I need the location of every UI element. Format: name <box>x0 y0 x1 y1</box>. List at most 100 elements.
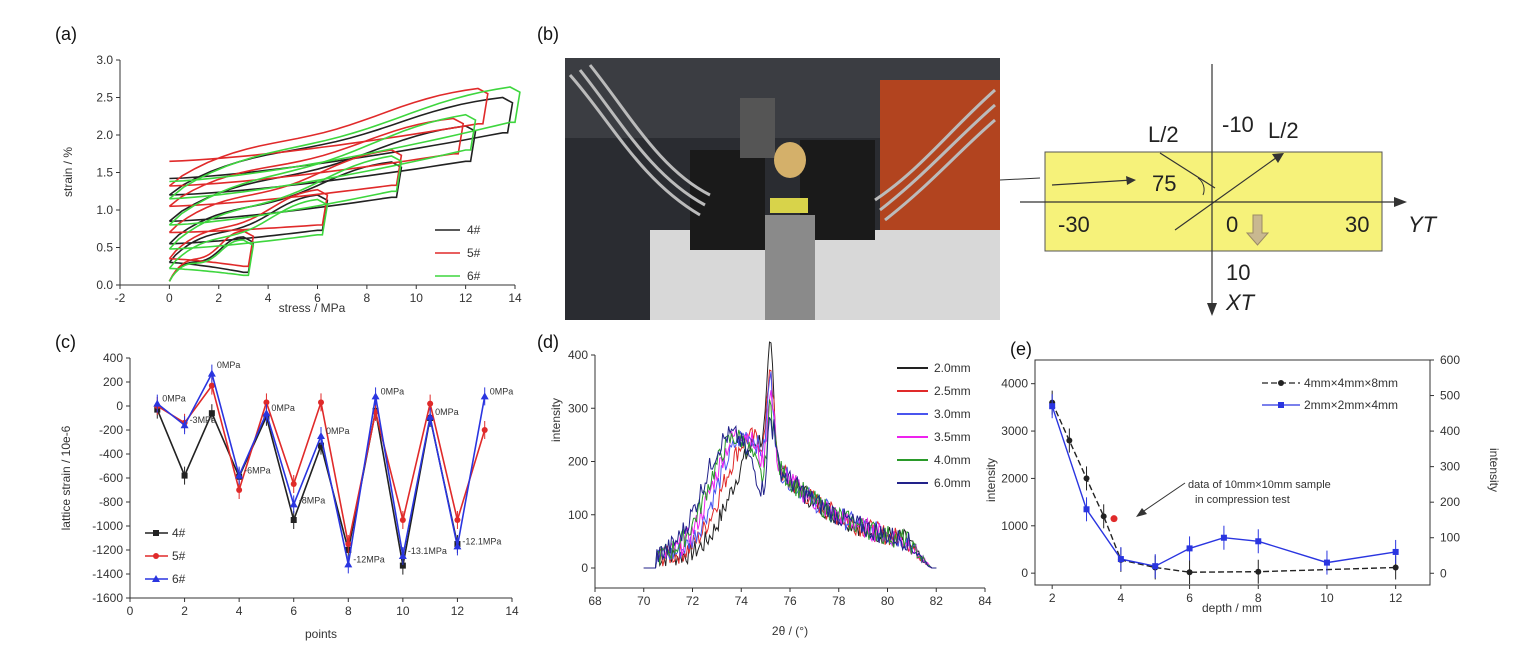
y-tick-label: 0 <box>116 399 123 413</box>
stress-annotation: 0MPa <box>217 360 241 370</box>
chart-a: -2 0 2 4 6 8 10 12 14 0.0 0.5 1.0 1.5 2.0 2.5 3.0 stre… <box>61 53 522 315</box>
x-tick-label: 8 <box>1255 591 1262 605</box>
data-point <box>454 517 461 523</box>
legend-label-5: 5# <box>467 246 481 260</box>
series-line-4.0mm <box>643 399 937 569</box>
y2-tick-label: 600 <box>1440 353 1460 367</box>
y-tick-label: -800 <box>99 495 123 509</box>
y-tick-label: 3000 <box>1001 424 1028 438</box>
legend-label: 3.0mm <box>934 407 971 421</box>
x-tick-label: 72 <box>686 594 700 608</box>
panel-label-e: (e) <box>1010 339 1032 359</box>
loop-4# <box>168 96 514 196</box>
legend-d: 2.0mm 2.5mm 3.0mm 3.5mm 4.0mm 6.0mm <box>897 361 971 490</box>
data-point <box>481 427 488 433</box>
y-tick-label: 200 <box>568 455 588 469</box>
data-point <box>480 392 489 400</box>
y2-tick-label: 200 <box>1440 495 1460 509</box>
lattice-strain-series <box>153 364 489 575</box>
x-tick-label: 6 <box>290 604 297 618</box>
data-point <box>290 517 297 523</box>
photo-collimator <box>740 98 775 158</box>
x-ticks-e: 2 4 6 8 10 12 <box>1049 585 1403 605</box>
x-tick-label: 84 <box>978 594 992 608</box>
stress-annotations: 0MPa -3MPa 0MPa -6MPa 0MPa -8MPa 0MPa -12MPa 0MP… <box>162 360 513 564</box>
x-tick-label: 74 <box>735 594 749 608</box>
data-point <box>398 552 407 559</box>
stress-annotation: -3MPa <box>190 415 217 425</box>
data-point <box>263 399 270 406</box>
label-l2-left: L/2 <box>1148 122 1179 147</box>
x-tick-label: -2 <box>115 291 126 305</box>
data-point <box>453 542 462 550</box>
y2-tick-label: 100 <box>1440 531 1460 545</box>
y-tick-label: 0 <box>581 561 588 575</box>
y2-tick-label: 400 <box>1440 424 1460 438</box>
x-tick-label: 14 <box>505 604 519 618</box>
chart-c: 0 2 4 6 8 10 12 14 -1600 -1400 -1200 -1000 -800 -600… <box>59 351 519 641</box>
panel-label-c: (c) <box>55 332 76 352</box>
y-tick-label: 1.0 <box>96 203 113 217</box>
y-tick-label: 2.5 <box>96 91 113 105</box>
label-yt: YT <box>1408 212 1438 237</box>
x-ticks-a: -2 0 2 4 6 8 10 12 14 <box>115 285 522 305</box>
incident-beam-arrow-icon <box>1126 176 1136 185</box>
y-axis-label-d: intensity <box>549 398 563 442</box>
data-point <box>1083 475 1090 482</box>
data-point <box>399 517 406 523</box>
series-line-4# <box>156 409 459 566</box>
data-point <box>1323 559 1330 566</box>
data-point <box>207 369 216 377</box>
y-tick-label: 1000 <box>1001 519 1028 533</box>
data-point <box>180 421 189 429</box>
y-axis-label-e: intensity <box>984 458 998 502</box>
photo-detector-left <box>690 150 765 250</box>
y-tick-label: 400 <box>568 348 588 362</box>
label-l2-right: L/2 <box>1268 118 1299 143</box>
loop-5# <box>168 149 403 234</box>
y2-tick-label: 300 <box>1440 460 1460 474</box>
y-tick-label: 0.5 <box>96 241 113 255</box>
legend-label-6: 6# <box>467 269 481 283</box>
y-ticks-d: 0 100 200 300 400 <box>568 348 595 575</box>
down-arrow-icon <box>1245 214 1270 246</box>
label-bottom: 10 <box>1226 260 1250 285</box>
legend-label: 6.0mm <box>934 476 971 490</box>
label-right: 30 <box>1345 212 1369 237</box>
beam-right-arrow-icon <box>1272 153 1284 163</box>
label-center: 0 <box>1226 212 1238 237</box>
x-tick-label: 78 <box>832 594 846 608</box>
x-tick-label: 70 <box>637 594 651 608</box>
y2-tick-label: 500 <box>1440 389 1460 403</box>
data-point <box>1049 403 1056 410</box>
y-tick-label: 2.0 <box>96 128 113 142</box>
x-ticks-c: 0 2 4 6 8 10 12 14 <box>127 598 519 618</box>
legend-a: 4# 5# 6# <box>435 223 481 283</box>
data-point <box>290 481 297 487</box>
series-line-2.5mm <box>643 369 937 569</box>
data-point <box>1152 563 1159 570</box>
y2-ticks-e: 0 100 200 300 400 500 600 <box>1430 353 1460 580</box>
loop-6# <box>168 155 403 250</box>
loop-5# <box>168 87 489 187</box>
y-tick-label: -1600 <box>92 591 123 605</box>
x-tick-label: 8 <box>345 604 352 618</box>
x-tick-label: 82 <box>930 594 944 608</box>
stress-annotation: 0MPa <box>271 403 295 413</box>
y-tick-label: 2000 <box>1001 471 1028 485</box>
plot-frame-e <box>1034 359 1431 586</box>
y-tick-label: 0.0 <box>96 278 113 292</box>
data-point <box>289 500 298 508</box>
x-tick-label: 4 <box>236 604 243 618</box>
y-tick-label: -400 <box>99 447 123 461</box>
x-tick-label: 80 <box>881 594 895 608</box>
data-point <box>1186 545 1193 552</box>
data-point <box>208 382 215 389</box>
x-tick-label: 10 <box>1320 591 1334 605</box>
callout-line <box>999 177 1041 181</box>
y-ticks-e: 0 1000 2000 3000 4000 <box>1001 377 1035 580</box>
x-tick-label: 10 <box>410 291 424 305</box>
x-tick-label: 8 <box>364 291 371 305</box>
x-tick-label: 12 <box>459 291 473 305</box>
panel-label-d: (d) <box>537 332 559 352</box>
